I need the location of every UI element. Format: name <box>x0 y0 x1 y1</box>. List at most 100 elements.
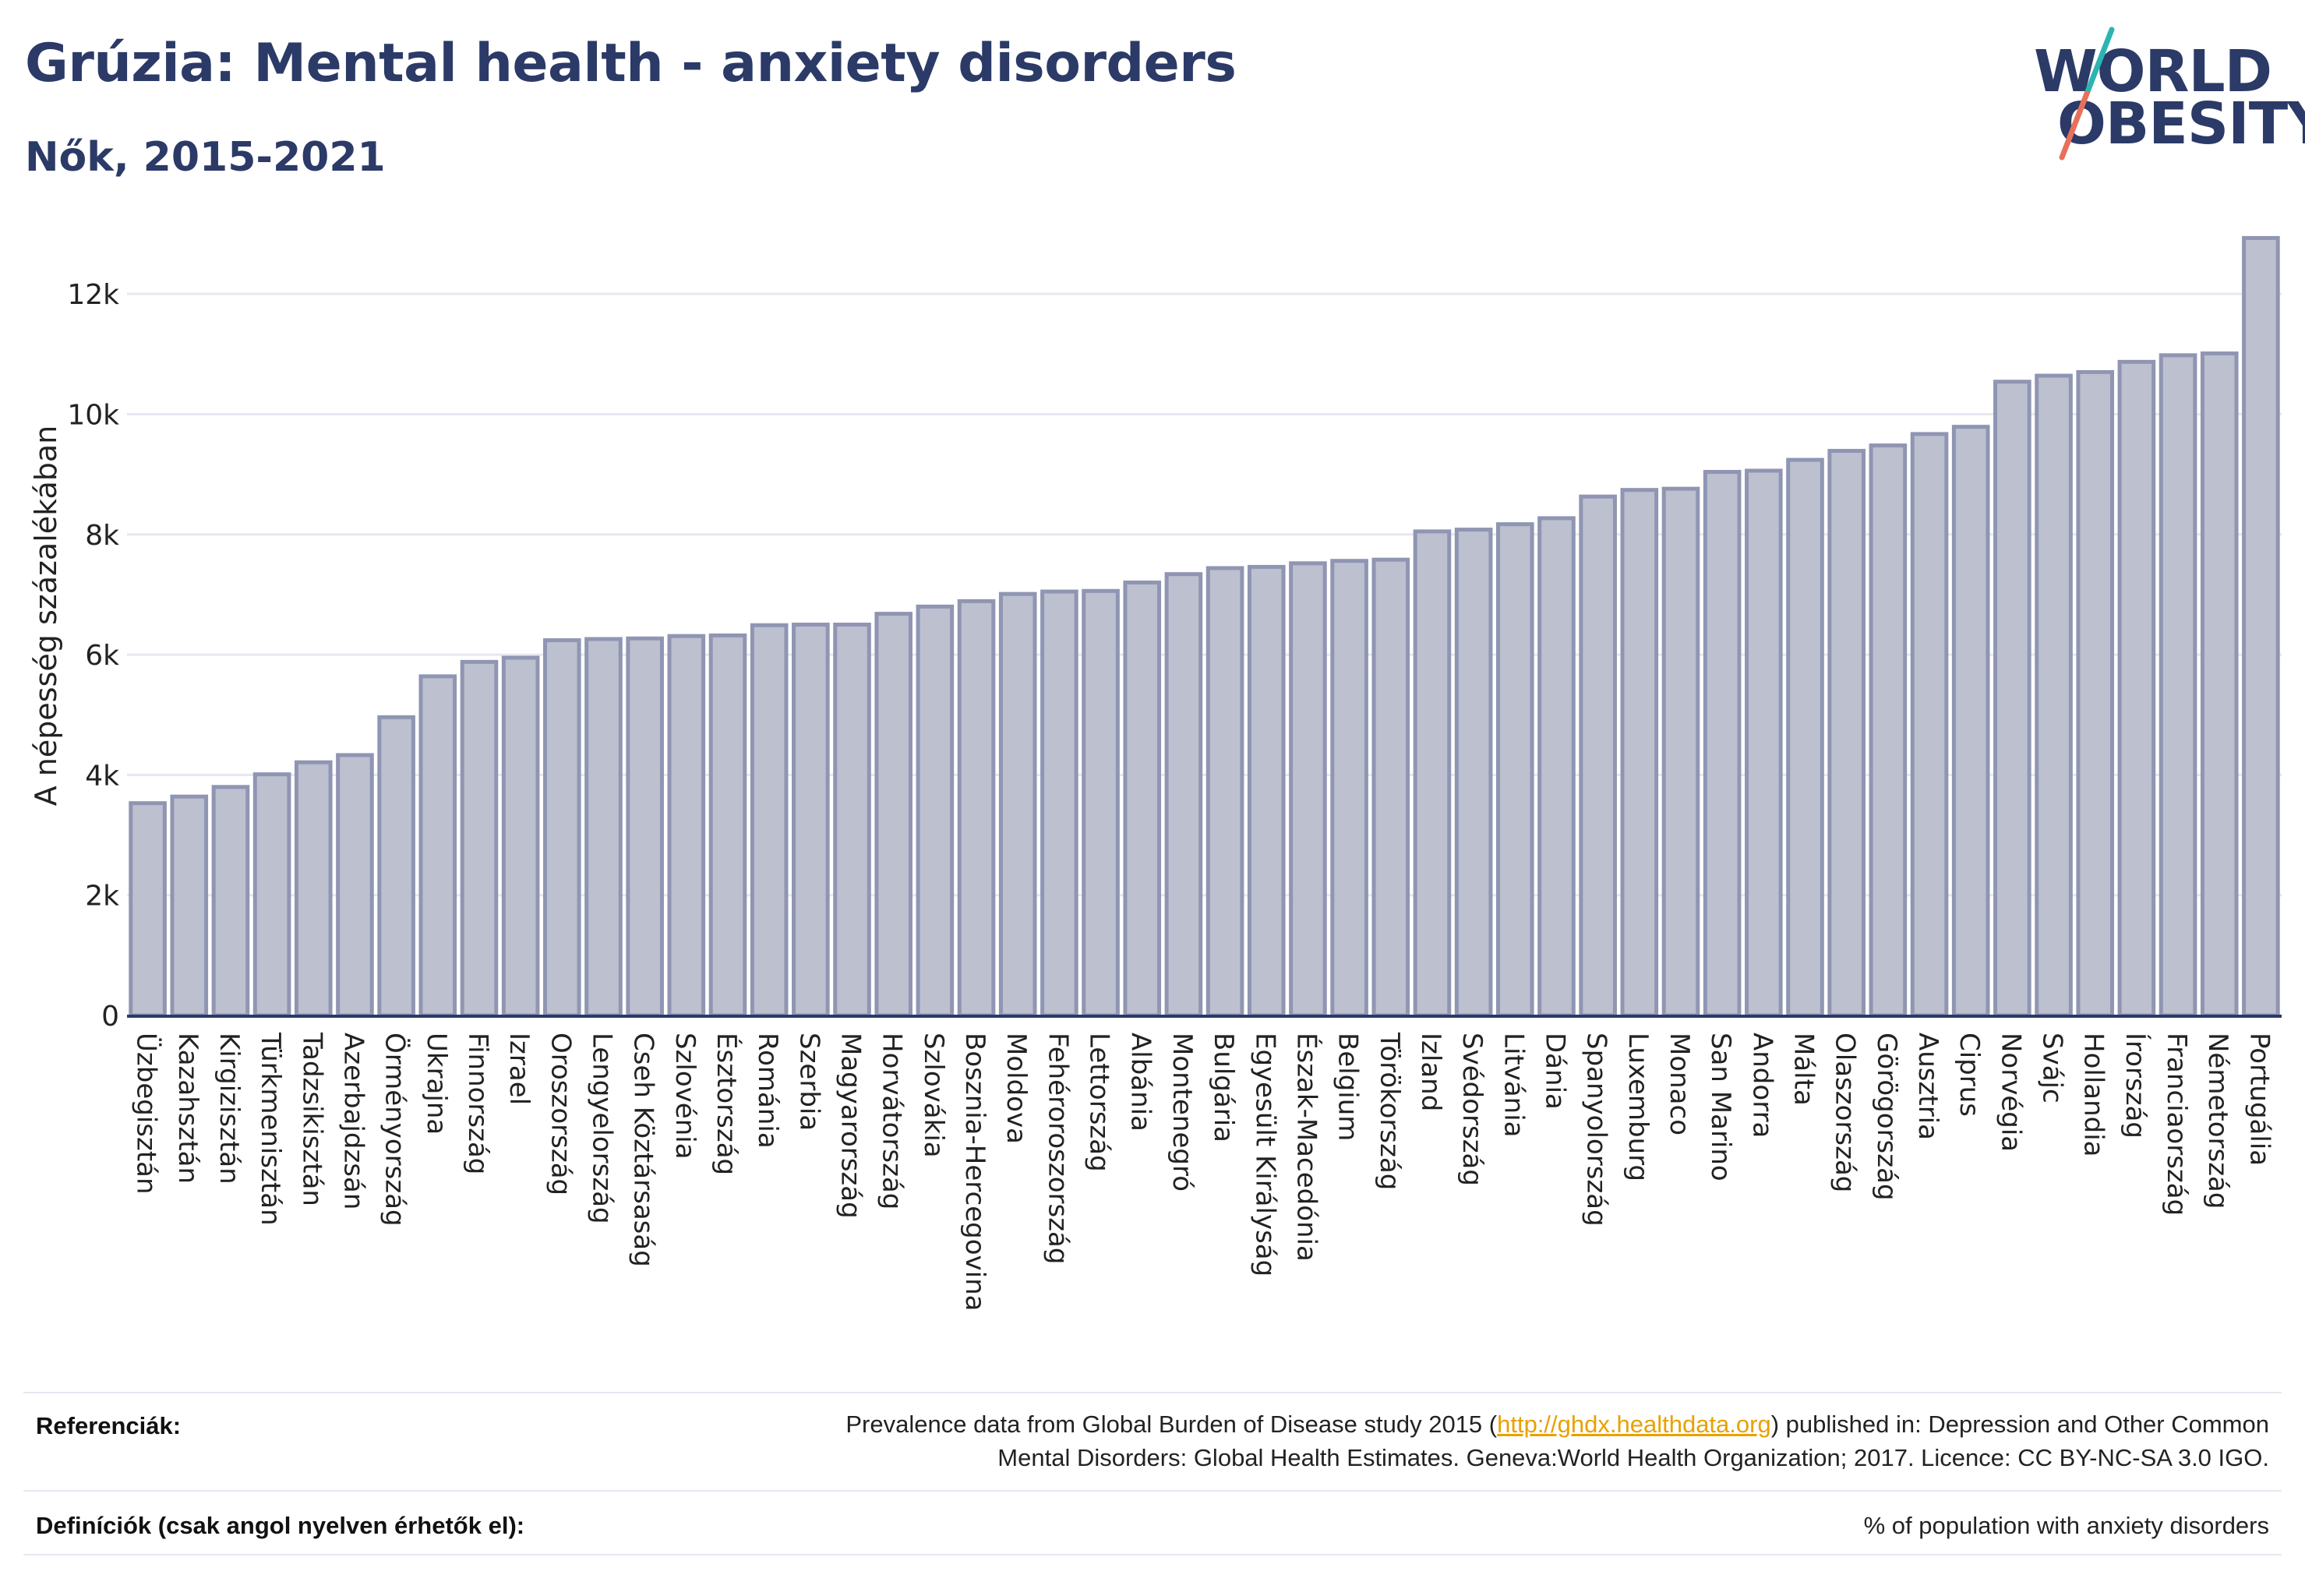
logo-line-1: WORLD <box>2034 38 2272 105</box>
bar <box>874 612 913 1018</box>
x-tick-label: Litvánia <box>1498 1033 1529 1138</box>
x-tick-label: Tadzsikisztán <box>296 1032 327 1206</box>
bar <box>2076 369 2115 1018</box>
x-tick-label: Törökország <box>1374 1032 1405 1190</box>
x-tick-label: Olaszország <box>1830 1033 1861 1192</box>
definitions-label: Definíciók (csak angol nyelven érhetők e… <box>36 1512 525 1539</box>
x-tick-label: Örményország <box>379 1033 411 1227</box>
bar <box>1082 588 1120 1018</box>
bar <box>1993 380 2031 1018</box>
x-tick-label: Spanyolország <box>1581 1033 1612 1227</box>
x-tick-label: Bosznia-Hercegovina <box>959 1033 990 1311</box>
x-tick-label: Izland <box>1415 1033 1446 1111</box>
bar <box>1661 486 1700 1018</box>
x-tick-label: Németország <box>2202 1033 2233 1209</box>
bar <box>750 623 789 1018</box>
bar <box>1786 457 1824 1018</box>
x-tick-label: Üzbegisztán <box>131 1033 163 1195</box>
x-tick-label: Kazahsztán <box>172 1033 203 1184</box>
bar <box>1951 425 1990 1018</box>
bar <box>170 794 209 1018</box>
x-tick-label: Szerbia <box>793 1033 824 1131</box>
bar <box>336 753 374 1018</box>
bar <box>1869 443 1908 1018</box>
footer-divider-middle <box>23 1490 2282 1492</box>
x-tick-label: Lengyelország <box>586 1033 617 1224</box>
y-axis-ticks: 0 2k 4k 6k 8k 10k 12k <box>67 279 119 1033</box>
bar <box>1413 529 1452 1018</box>
footer-divider-top <box>23 1392 2282 1393</box>
bar <box>252 772 291 1018</box>
bar <box>916 604 955 1018</box>
references-label: Referenciák: <box>36 1412 182 1439</box>
references-pre: Prevalence data from Global Burden of Di… <box>845 1411 1498 1438</box>
bar <box>2117 359 2156 1018</box>
x-axis-ticks: Üzbegisztán Kazahsztán Kirgizisztán Türkmen… <box>131 1032 2275 1311</box>
bar <box>501 655 540 1018</box>
footer-divider-bottom <box>23 1554 2282 1555</box>
y-tick-label: 0 <box>101 1001 119 1033</box>
world-obesity-logo: WORLD OBESITY <box>2034 23 2305 164</box>
bar <box>1620 488 1659 1018</box>
x-tick-label: Oroszország <box>545 1033 576 1195</box>
y-tick-label: 4k <box>85 760 119 792</box>
chart-subtitle: Nők, 2015-2021 <box>25 134 386 181</box>
bar <box>1371 557 1410 1018</box>
bar <box>1537 516 1576 1018</box>
x-tick-label: Ukrajna <box>421 1033 452 1135</box>
x-tick-label: Észtország <box>711 1033 743 1175</box>
x-tick-label: Cseh Köztársaság <box>628 1033 659 1267</box>
y-tick-label: 8k <box>85 520 119 552</box>
x-tick-label: Portugália <box>2243 1033 2275 1166</box>
x-tick-label: Andorra <box>1746 1033 1777 1138</box>
chart-title: Grúzia: Mental health - anxiety disorder… <box>25 33 1237 94</box>
y-tick-label: 10k <box>67 399 119 431</box>
references-text: Prevalence data from Global Burden of Di… <box>555 1407 2269 1474</box>
bars <box>129 235 2280 1018</box>
references-post: ) published in: Depression and Other Com… <box>1770 1411 2269 1438</box>
x-tick-label: Lettország <box>1084 1033 1115 1172</box>
references-link[interactable]: http://ghdx.healthdata.org <box>1497 1411 1771 1438</box>
y-tick-label: 12k <box>67 279 119 311</box>
x-tick-label: Franciaország <box>2161 1033 2192 1216</box>
bar <box>1910 432 1949 1018</box>
x-tick-label: Szlovákia <box>918 1033 949 1158</box>
x-tick-label: Svájc <box>2037 1033 2068 1103</box>
bar <box>129 801 167 1018</box>
x-tick-label: Moldova <box>1001 1033 1032 1144</box>
bar <box>708 633 747 1018</box>
y-tick-label: 6k <box>85 640 119 672</box>
bar <box>1579 494 1617 1018</box>
bar <box>2159 353 2197 1018</box>
logo-slash-icon <box>2059 26 2115 161</box>
x-tick-label: Horvátország <box>877 1033 908 1209</box>
x-tick-label: Svédország <box>1456 1033 1488 1186</box>
x-tick-label: Szlovénia <box>669 1033 701 1160</box>
bar <box>1745 468 1783 1018</box>
bar <box>418 674 457 1018</box>
x-tick-label: Türkmenisztán <box>255 1032 286 1226</box>
bar <box>998 591 1037 1018</box>
bar <box>1454 528 1493 1018</box>
bar <box>1703 470 1742 1018</box>
definitions-text: % of population with anxiety disorders <box>1863 1512 2269 1539</box>
bar <box>1827 449 1866 1018</box>
bar <box>1330 559 1368 1018</box>
x-tick-label: Ciprus <box>1954 1033 1985 1117</box>
bar <box>833 623 871 1018</box>
bar <box>377 715 415 1018</box>
bar <box>667 634 706 1018</box>
bar <box>626 636 664 1018</box>
bar <box>1247 564 1286 1018</box>
x-tick-label: Kirgizisztán <box>214 1033 245 1185</box>
x-tick-label: Luxemburg <box>1622 1033 1654 1181</box>
bar-chart: 0 2k 4k 6k 8k 10k 12k Üzbegisztán Kazahsztán Kir… <box>29 235 2282 1311</box>
x-tick-label: Málta <box>1788 1033 1820 1106</box>
bar <box>1164 572 1203 1018</box>
x-tick-label: Magyarország <box>835 1033 867 1219</box>
x-tick-label: Fehéroroszország <box>1042 1033 1073 1264</box>
bar <box>584 637 623 1018</box>
bar <box>294 760 333 1018</box>
bar <box>957 598 996 1018</box>
bar <box>2200 351 2239 1018</box>
